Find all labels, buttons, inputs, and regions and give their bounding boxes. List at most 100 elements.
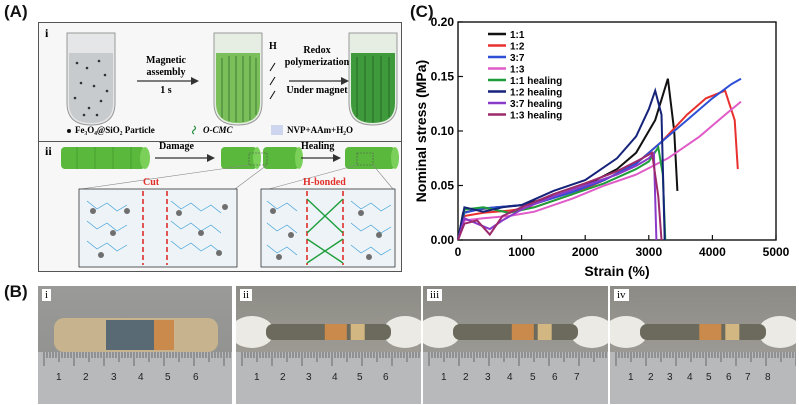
legend-particle: Fe₃O₄@SiO₂ Particle [75, 125, 155, 135]
ruler-number: 1 [56, 372, 62, 383]
subpanel-label-i: i [45, 26, 49, 40]
ruler-number: 5 [706, 372, 712, 383]
ruler [423, 352, 608, 404]
step1-line1: Magnetic [146, 55, 186, 66]
step1-line3: 1 s [160, 85, 172, 96]
y-tick-label: 0.00 [431, 233, 455, 247]
photo-label: i [42, 289, 52, 301]
ruler-number: 5 [165, 372, 171, 383]
panel-label-a: (A) [4, 2, 28, 21]
ruler-number: 5 [357, 372, 363, 383]
glove-left [423, 316, 461, 348]
x-tick-label: 0 [455, 245, 462, 259]
photo-scene [610, 316, 796, 404]
ruler-number: 4 [687, 372, 693, 383]
series-line-6 [457, 87, 666, 241]
series-line-4 [457, 100, 742, 241]
ruler [236, 352, 421, 404]
test-tube-green-aligned [213, 32, 263, 126]
healing-subpanel: ii [39, 141, 401, 271]
ruler-number: 7 [574, 372, 580, 383]
cut-network-box [78, 188, 238, 268]
test-tube-green-gel [348, 32, 398, 126]
y-tick-label: 0.15 [431, 70, 455, 84]
legend-entry: 3:7 healing [510, 99, 562, 110]
gel-photo-4: iv 1 2 3 4 5 6 7 8 [610, 286, 796, 404]
ruler-number: 8 [765, 372, 771, 383]
hbonded-label: H-bonded [303, 177, 346, 188]
y-tick-label: 0.05 [431, 179, 455, 193]
cut-label: Cut [143, 177, 160, 188]
series-line-5 [457, 144, 667, 241]
particle-legend-icon [67, 129, 71, 133]
ruler [38, 352, 232, 404]
legend-entry: 1:2 healing [510, 88, 562, 99]
y-tick-label: 0.20 [431, 15, 455, 29]
x-tick-label: 1000 [508, 245, 535, 259]
y-axis-label: Nominal stress (MPa) [416, 60, 429, 202]
legend-entry: 3:7 [510, 53, 525, 64]
ruler-number: 6 [552, 372, 558, 383]
panel-label-b: (B) [4, 282, 28, 301]
x-tick-label: 5000 [763, 245, 790, 259]
gel-photo-2: ii 1 2 3 4 5 6 [236, 286, 421, 404]
healing-label: Healing [301, 141, 335, 152]
healing-illustration [61, 147, 399, 268]
ruler-number: 1 [441, 372, 447, 383]
photo-label: ii [240, 289, 253, 301]
x-axis-label: Strain (%) [584, 263, 649, 279]
legend-entry: 1:3 [510, 65, 525, 76]
ruler-number: 2 [463, 372, 469, 383]
glove-right [383, 316, 421, 348]
damage-label: Damage [159, 141, 194, 152]
step2-line3: Under magnet [286, 85, 348, 96]
glove-left [236, 316, 274, 348]
ruler-number: 4 [138, 372, 144, 383]
ruler-number: 7 [745, 372, 751, 383]
ruler-number: 4 [332, 372, 338, 383]
photo-scene [236, 316, 421, 404]
intact-gel-cylinder [61, 147, 150, 169]
legend-entry: 1:1 healing [510, 76, 562, 87]
photo-label: iv [614, 289, 629, 301]
step2-line1: Redox [303, 45, 331, 56]
ruler-number: 2 [280, 372, 286, 383]
legend-monomer: NVP+AAm+H₂O [287, 125, 353, 135]
step1-line2: assembly [146, 67, 186, 78]
x-tick-label: 2000 [572, 245, 599, 259]
photo-scene [38, 318, 232, 404]
test-tube-grey [66, 32, 116, 126]
y-tick-label: 0.10 [431, 124, 455, 138]
ruler-number: 6 [193, 372, 199, 383]
glove-left [610, 316, 648, 348]
legend-entry: 1:3 healing [510, 111, 562, 122]
ruler-number: 3 [111, 372, 117, 383]
x-tick-label: 4000 [699, 245, 726, 259]
assembly-subpanel: i [39, 23, 401, 142]
ruler-number: 1 [254, 372, 260, 383]
ruler-number: 5 [530, 372, 536, 383]
photo-label: iii [427, 289, 443, 301]
monomer-legend-icon [271, 125, 283, 135]
ruler-number: 3 [485, 372, 491, 383]
ruler-number: 2 [648, 372, 654, 383]
ruler-number: 3 [667, 372, 673, 383]
ruler-number: 4 [507, 372, 513, 383]
ruler-number: 1 [628, 372, 634, 383]
glove-right [758, 316, 796, 348]
ruler-number: 6 [726, 372, 732, 383]
cut-gel-cylinder [221, 147, 303, 169]
stress-strain-chart: 0 1000 2000 3000 4000 5000 0.00 0.05 0.10 0.15 0.2… [416, 15, 790, 279]
ruler-number: 6 [383, 372, 389, 383]
assembly-illustration [66, 32, 398, 135]
photo-scene [423, 316, 608, 404]
x-tick-label: 3000 [635, 245, 662, 259]
cmc-legend-icon [191, 125, 197, 135]
series-line-8 [457, 151, 663, 241]
subpanel-label-ii: ii [45, 144, 52, 158]
healed-gel-cylinder [345, 147, 399, 169]
series-line-3 [457, 77, 742, 241]
h-marker: H [269, 41, 277, 52]
healed-network-box [260, 188, 396, 268]
glove-right [570, 316, 608, 348]
